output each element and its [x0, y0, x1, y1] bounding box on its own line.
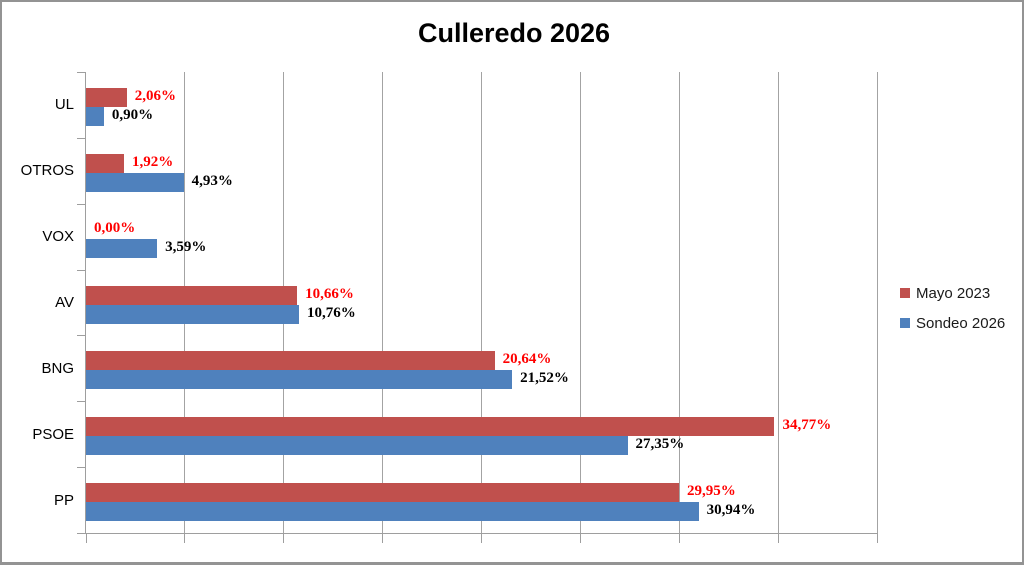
- value-label: 0,90%: [111, 106, 154, 123]
- gridline: [679, 72, 680, 533]
- value-label: 27,35%: [635, 436, 685, 453]
- category-label: PSOE: [32, 425, 74, 443]
- legend-swatch-icon: [900, 318, 910, 328]
- y-tick: [77, 204, 85, 205]
- gridline: [877, 72, 878, 533]
- category-label: PP: [53, 491, 74, 509]
- plot-area: 2,06% 0,90% 1,92% 4,93% 0,00% 3,59% 10,66% 10,7…: [77, 72, 878, 543]
- x-tick: [877, 534, 878, 543]
- bar-mayo-2023: [86, 351, 495, 371]
- bar-mayo-2023: [86, 153, 125, 173]
- y-tick: [77, 467, 85, 468]
- bar-sondeo-2026: [86, 106, 104, 126]
- value-label: 20,64%: [502, 351, 552, 368]
- legend: Mayo 2023 Sondeo 2026: [900, 283, 1005, 343]
- x-tick: [778, 534, 779, 543]
- category-label: UL: [54, 96, 74, 114]
- value-label: 0,00%: [94, 219, 136, 236]
- legend-entry: Mayo 2023: [900, 283, 1005, 303]
- bar-mayo-2023: [86, 87, 127, 107]
- y-tick: [77, 138, 85, 139]
- bar-mayo-2023: [86, 483, 679, 503]
- value-label: 2,06%: [134, 87, 177, 104]
- y-tick: [77, 72, 85, 73]
- gridline: [580, 72, 581, 533]
- category-label: AV: [55, 293, 74, 311]
- value-label: 30,94%: [706, 502, 756, 519]
- gridline: [382, 72, 383, 533]
- legend-label: Sondeo 2026: [916, 314, 1006, 332]
- bar-mayo-2023: [86, 285, 298, 305]
- x-tick: [580, 534, 581, 543]
- category-label: BNG: [41, 359, 74, 377]
- bar-sondeo-2026: [86, 436, 628, 456]
- value-label: 29,95%: [687, 483, 736, 500]
- chart-title: Culleredo 2026: [417, 18, 611, 48]
- x-tick: [86, 534, 87, 543]
- value-label: 10,66%: [305, 285, 354, 302]
- value-label: 21,52%: [520, 370, 569, 387]
- legend-entry: Sondeo 2026: [900, 313, 1005, 333]
- bar-sondeo-2026: [86, 370, 513, 390]
- value-label: 3,59%: [165, 238, 207, 255]
- legend-label: Mayo 2023: [916, 284, 991, 302]
- category-axis: UL OTROS VOX AV BNG PSOE PP: [2, 72, 74, 533]
- gridline: [481, 72, 482, 533]
- x-tick: [679, 534, 680, 543]
- y-tick: [77, 401, 85, 402]
- bar-sondeo-2026: [86, 304, 300, 324]
- x-tick: [481, 534, 482, 543]
- y-tick: [77, 335, 85, 336]
- y-tick: [77, 270, 85, 271]
- value-label: 10,76%: [307, 304, 356, 321]
- bar-sondeo-2026: [86, 502, 699, 522]
- bar-sondeo-2026: [86, 172, 184, 192]
- category-label: VOX: [42, 228, 74, 246]
- bar-mayo-2023: [86, 417, 775, 437]
- value-label: 1,92%: [132, 153, 174, 170]
- category-label: OTROS: [20, 162, 74, 180]
- legend-swatch-icon: [900, 288, 910, 298]
- gridline: [778, 72, 779, 533]
- y-tick: [77, 533, 85, 534]
- bar-sondeo-2026: [86, 238, 158, 258]
- value-label: 34,77%: [782, 417, 832, 434]
- x-tick: [382, 534, 383, 543]
- x-tick: [283, 534, 284, 543]
- value-label: 4,93%: [191, 172, 233, 189]
- x-tick: [184, 534, 185, 543]
